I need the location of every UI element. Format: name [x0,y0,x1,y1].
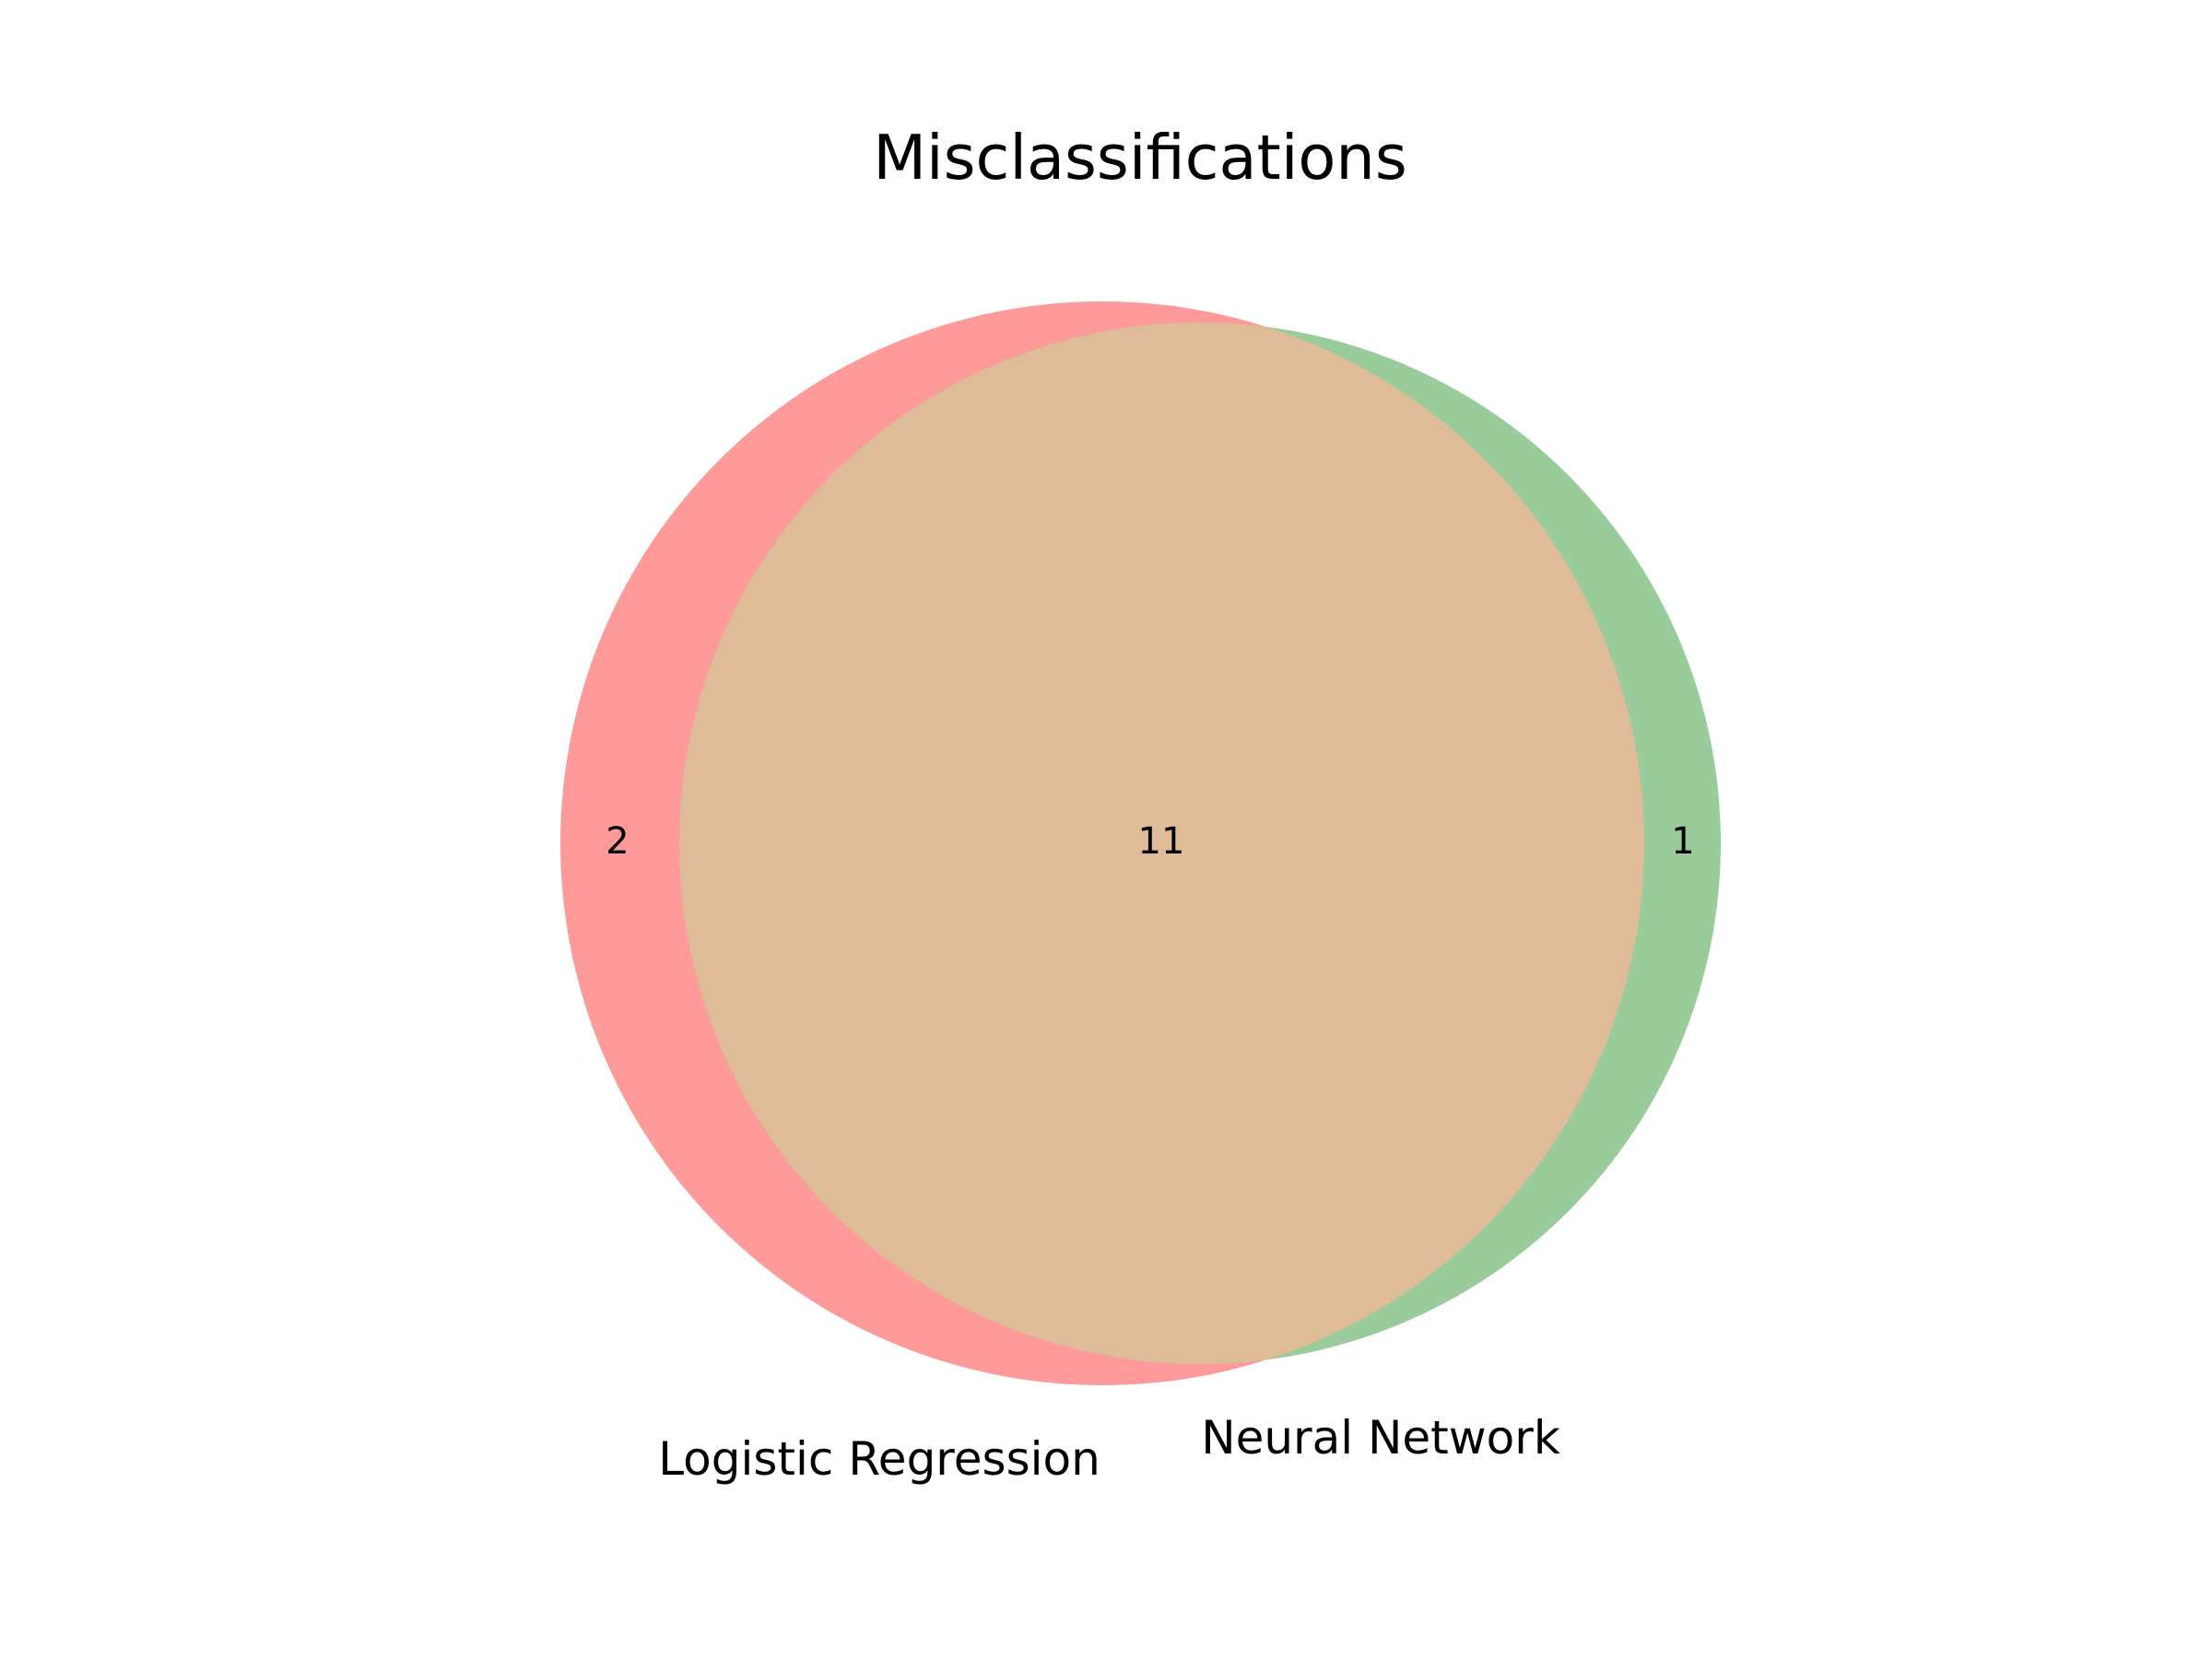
logistic-regression-label: Logistic Regression [658,1432,1100,1486]
overlap-count: 11 [1138,820,1185,863]
neural-network-only-count: 1 [1671,820,1694,863]
overlap-region [679,323,1644,1364]
neural-network-label: Neural Network [1201,1411,1560,1465]
diagram-title: Misclassifications [873,122,1407,194]
logistic-regression-only-count: 2 [606,820,629,863]
